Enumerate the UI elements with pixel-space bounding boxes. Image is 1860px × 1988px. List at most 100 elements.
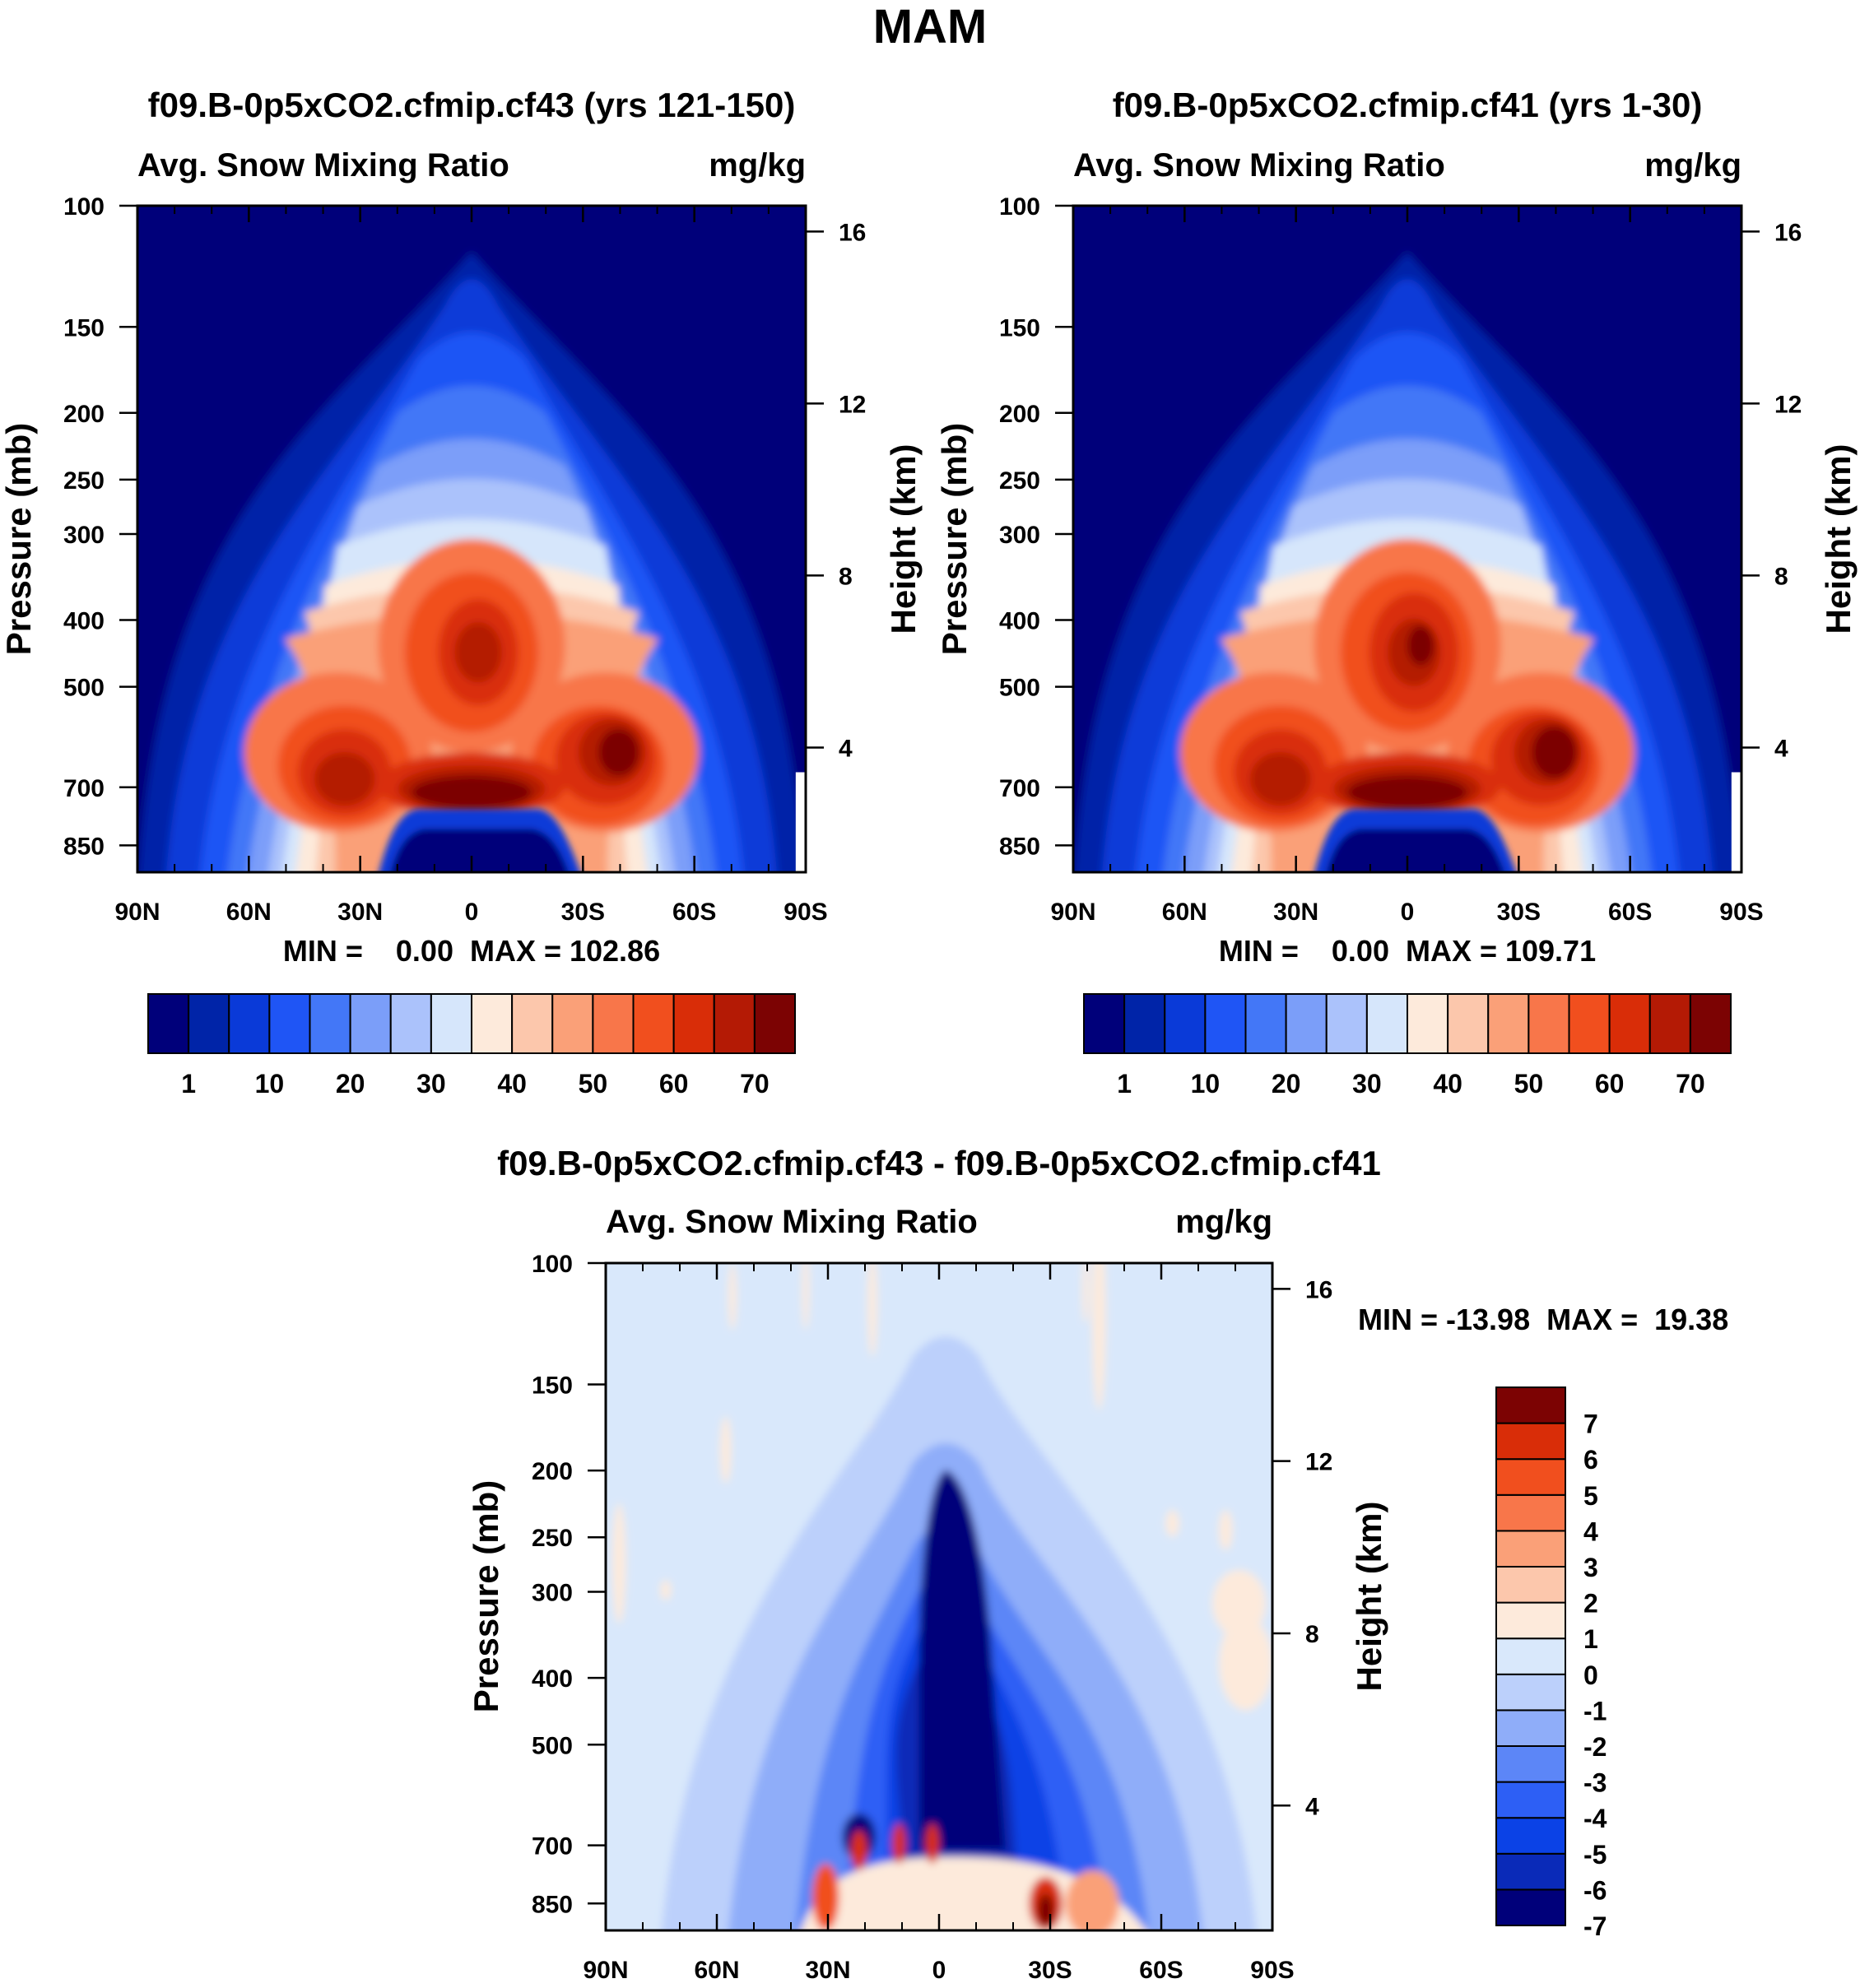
panel-2-colorbar-box [1083,993,1126,1054]
panel-3-colorbar-box [1495,1781,1566,1819]
panel-2-colorbar-label: 10 [1191,1069,1221,1099]
panel-1-x-tick-label: 0 [465,899,479,926]
panel-1-y-right-tick-label: 4 [839,735,853,762]
panel-2-colorbar-label: 70 [1676,1069,1705,1099]
panel-3-colorbar-box [1495,1493,1566,1532]
panel-2-x-tick-label: 0 [1401,899,1415,926]
panel-1-colorbar-box [430,993,472,1054]
panel-3-x-tick-label: 30S [1028,1957,1072,1984]
panel-1: f09.B-0p5xCO2.cfmip.cf43 (yrs 121-150) A… [0,86,923,1099]
panel-1-colorbar: 1 10 20 30 40 50 60 70 [147,993,796,1099]
panel-3-colorbar-box [1495,1637,1566,1675]
panel-2-colorbar-box [1608,993,1651,1054]
panel-3-colorbar-label: 2 [1583,1589,1598,1619]
panel-1-colorbar-box [309,993,351,1054]
panel-1-y-tick-label: 400 [63,608,105,635]
panel-2-y-tick-label: 150 [999,314,1040,341]
panel-3-colorbar-box [1495,1530,1566,1568]
panel-1-x-tick-label: 60S [672,899,716,926]
panel-2-colorbar-box [1407,993,1449,1054]
panel-3-ylabel: Pressure (mb) [467,1480,505,1712]
panel-2-x-tick-label: 90S [1719,899,1763,926]
panel-2-x-tick-label: 60N [1162,899,1207,926]
panel-1-colorbar-box [632,993,675,1054]
panel-2-colorbar-label: 20 [1272,1069,1301,1099]
panel-2-colorbar-box [1568,993,1611,1054]
panel-1-y-tick-label: 500 [63,675,105,702]
panel-2-y-tick-label: 250 [999,467,1040,495]
panel-1-units-label: mg/kg [709,147,806,183]
panel-3-colorbar-label: 6 [1583,1445,1598,1475]
panel-1-y-right-tick-label: 12 [839,391,866,418]
panel-1-y-tick-label: 700 [63,775,105,802]
panel-3-y-tick-label: 200 [532,1458,573,1485]
panel-3-colorbar-label: -1 [1583,1696,1607,1726]
panel-3-colorbar: 7 6 5 4 3 2 1 0 -1 -2 -3 -4 -5 -6 -7 [1495,1386,1607,1941]
panel-3-colorbar-box [1495,1745,1566,1783]
panel-2-y-tick-label: 700 [999,775,1040,802]
panel-3-colorbar-box [1495,1709,1566,1747]
panel-3-colorbar-label: -5 [1583,1840,1607,1870]
panel-2-x-tick-label: 30S [1497,899,1541,926]
panel-1-colorbar-box [672,993,715,1054]
panel-2-colorbar-label: 1 [1117,1069,1132,1099]
panel-2-x-tick-label: 30N [1273,899,1318,926]
panel-2-title: f09.B-0p5xCO2.cfmip.cf41 (yrs 1-30) [1113,86,1703,124]
panel-2-y-tick-label: 300 [999,522,1040,549]
panel-2-colorbar-box [1487,993,1530,1054]
panel-3-x-tick-label: 60S [1139,1957,1183,1984]
panel-1-colorbar-box [551,993,594,1054]
panel-3-colorbar-box [1495,1817,1566,1855]
panel-3-variable-label: Avg. Snow Mixing Ratio [606,1204,978,1240]
panel-1-colorbar-box [228,993,271,1054]
panel-3-ylabel-right: Height (km) [1350,1502,1388,1692]
panel-1-colorbar-box [511,993,554,1054]
panel-2-y-tick-label: 850 [999,833,1040,860]
panel-1-colorbar-box [268,993,311,1054]
panel-3-colorbar-box [1495,1852,1566,1891]
panel-2-units-label: mg/kg [1644,147,1741,183]
panel-1-colorbar-box [753,993,796,1054]
panel-3-colorbar-label: 5 [1583,1481,1598,1511]
panel-1-colorbar-box [389,993,432,1054]
panel-1-colorbar-label: 60 [659,1069,689,1099]
panel-3-colorbar-box [1495,1566,1566,1604]
panel-2-colorbar-box [1689,993,1732,1054]
panel-1-contour-field [137,206,806,872]
panel-3-contour-field [606,1263,1272,1930]
panel-2-y-right-tick-label: 8 [1774,563,1788,590]
panel-2-colorbar-label: 50 [1514,1069,1544,1099]
panel-3-colorbar-box [1495,1386,1566,1424]
panel-1-colorbar-box [147,993,190,1054]
panel-3-y-tick-label: 700 [532,1833,573,1860]
panel-1-colorbar-label: 30 [416,1069,446,1099]
panel-1-x-tick-label: 90N [114,899,160,926]
panel-3-colorbar-label: 4 [1583,1517,1598,1546]
panel-3-y-tick-label: 100 [532,1251,573,1278]
panel-3-colorbar-label: 1 [1583,1624,1598,1654]
panel-1-colorbar-label: 1 [181,1069,196,1099]
panel-3-colorbar-label: -7 [1583,1911,1607,1941]
panel-1-ylabel: Pressure (mb) [0,423,38,655]
panel-2-colorbar: 1 10 20 30 40 50 60 70 [1083,993,1732,1099]
panel-3-x-tick-label: 60N [694,1957,739,1984]
panel-3-y-tick-label: 250 [532,1525,573,1552]
panel-1-y-right-tick-label: 8 [839,563,853,590]
figure-title: MAM [873,0,988,53]
panel-2-variable-label: Avg. Snow Mixing Ratio [1073,147,1445,183]
panel-2-y-tick-label: 500 [999,675,1040,702]
panel-1-colorbar-box [592,993,635,1054]
panel-3-colorbar-label: 3 [1583,1553,1598,1582]
panel-2-x-tick-label: 90N [1050,899,1095,926]
panel-1-colorbar-label: 50 [579,1069,608,1099]
panel-2-y-tick-label: 200 [999,401,1040,428]
panel-3-colorbar-box [1495,1673,1566,1712]
panel-3-y-tick-label: 300 [532,1580,573,1607]
panel-2-y-right-tick-label: 4 [1774,735,1788,762]
panel-2-ylabel-right: Height (km) [1819,444,1858,634]
panel-2-colorbar-box [1244,993,1287,1054]
panel-2-colorbar-box [1648,993,1691,1054]
panel-1-ylabel-right: Height (km) [884,444,923,634]
panel-2-colorbar-box [1325,993,1368,1054]
